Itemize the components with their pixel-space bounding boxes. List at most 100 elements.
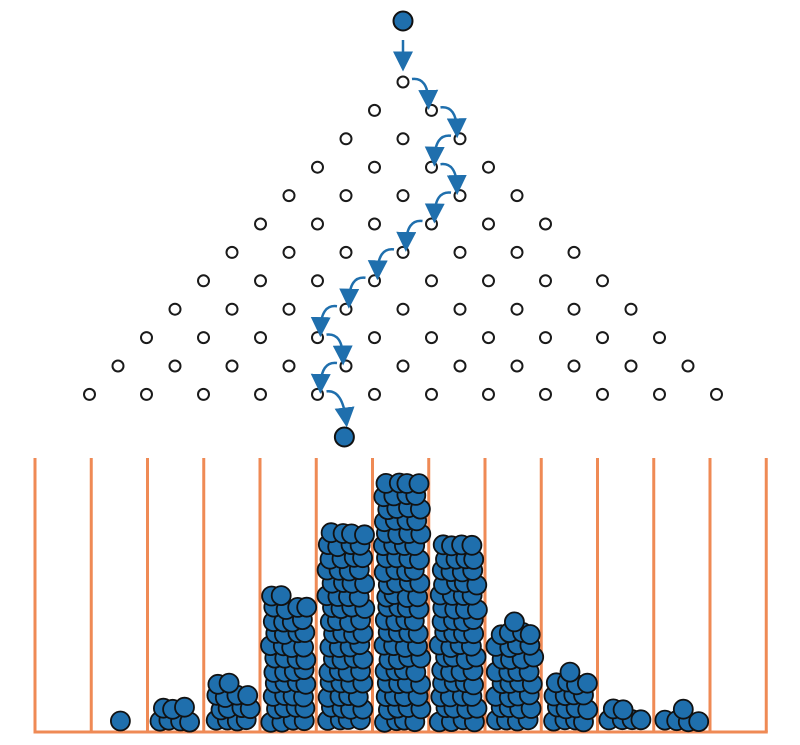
peg [311, 160, 324, 174]
peg [282, 189, 296, 203]
peg [311, 274, 324, 288]
path-arrow [367, 248, 395, 281]
peg [368, 217, 381, 231]
peg [339, 132, 353, 146]
peg [197, 387, 210, 401]
peg [311, 331, 324, 345]
dropping-ball [392, 10, 414, 32]
peg [710, 387, 723, 401]
peg [254, 331, 267, 345]
peg [396, 189, 410, 203]
peg [482, 217, 495, 231]
peg [368, 274, 381, 288]
peg [282, 302, 296, 316]
peg [168, 359, 182, 373]
path-arrow [339, 276, 366, 309]
pile-ball [296, 596, 318, 618]
peg [197, 331, 210, 345]
ball-piles [110, 472, 710, 733]
peg [396, 302, 410, 316]
pile-ball [461, 534, 483, 556]
peg [425, 387, 438, 401]
bin-pile [428, 534, 488, 733]
peg-triangle [83, 75, 723, 401]
peg [140, 387, 153, 401]
peg [311, 387, 324, 401]
peg [225, 359, 239, 373]
peg [368, 160, 381, 174]
peg [425, 103, 438, 117]
peg [482, 274, 495, 288]
peg [624, 359, 638, 373]
peg [368, 103, 381, 117]
peg [339, 189, 353, 203]
peg [168, 302, 182, 316]
peg [567, 359, 581, 373]
peg [482, 331, 495, 345]
path-arrow [396, 219, 423, 252]
peg [539, 217, 552, 231]
peg [368, 387, 381, 401]
bin-pile [205, 672, 261, 732]
path-arrow [326, 333, 353, 366]
pile-ball [110, 710, 131, 732]
collection-bins [33, 458, 768, 734]
path-arrow [326, 390, 355, 428]
peg [482, 160, 495, 174]
peg [339, 245, 353, 259]
bin-pile [372, 472, 432, 733]
path-arrow [440, 162, 467, 196]
pile-ball [504, 611, 525, 633]
pile-ball [672, 698, 694, 720]
peg [254, 274, 267, 288]
path-arrow [310, 304, 338, 338]
peg [396, 75, 410, 89]
peg [482, 387, 495, 401]
peg [510, 189, 524, 203]
pile-ball [688, 711, 710, 732]
bin-pile [598, 698, 652, 731]
bin-pile [543, 661, 599, 733]
pile-ball [218, 672, 240, 694]
pile-ball [354, 524, 375, 546]
pile-ball [519, 624, 541, 645]
bin-pile [485, 611, 545, 732]
peg [596, 331, 609, 345]
pile-ball [237, 685, 259, 706]
peg [510, 245, 524, 259]
peg [197, 274, 210, 288]
peg [624, 302, 638, 316]
peg [453, 302, 467, 316]
bin-pile [110, 710, 131, 732]
peg [396, 132, 410, 146]
peg [254, 217, 267, 231]
peg [140, 331, 153, 345]
landed-ball [333, 426, 355, 448]
peg [396, 245, 410, 259]
peg [567, 245, 581, 259]
peg [425, 331, 438, 345]
path-arrow [424, 191, 452, 224]
peg [596, 274, 609, 288]
pile-ball [174, 696, 195, 718]
ball-path [310, 10, 467, 448]
peg [396, 359, 410, 373]
peg [653, 387, 666, 401]
peg [681, 359, 695, 373]
peg [653, 331, 666, 345]
peg [453, 132, 467, 146]
pile-ball [408, 473, 430, 495]
pile-ball [559, 661, 581, 683]
peg [453, 359, 467, 373]
bin-pile [654, 698, 710, 733]
path-arrow [440, 106, 467, 139]
peg [339, 359, 353, 373]
pile-ball [612, 699, 634, 721]
path-arrow [424, 134, 452, 167]
peg [510, 302, 524, 316]
peg [425, 274, 438, 288]
peg [225, 245, 239, 259]
peg [425, 217, 438, 231]
path-arrow [310, 361, 338, 394]
